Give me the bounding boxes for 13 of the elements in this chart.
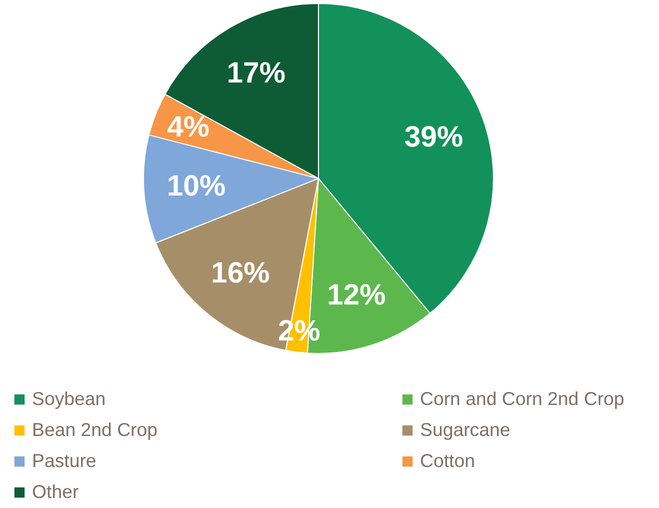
legend-label: Pasture bbox=[32, 448, 98, 472]
data-label: 4% bbox=[167, 110, 210, 144]
data-label: 39% bbox=[404, 120, 464, 154]
legend-label: Sugarcane bbox=[420, 418, 512, 442]
data-label: 12% bbox=[326, 278, 386, 312]
data-label: 16% bbox=[211, 256, 270, 290]
legend-label: Cotton bbox=[420, 448, 476, 472]
legend-label: Other bbox=[32, 480, 80, 504]
legend-label: Bean 2nd Crop bbox=[32, 418, 159, 442]
data-label: 10% bbox=[166, 170, 226, 203]
legend-label: Soybean bbox=[32, 386, 107, 411]
legend-label: Corn and Corn 2nd Crop bbox=[420, 386, 626, 411]
data-label: 17% bbox=[226, 56, 286, 90]
